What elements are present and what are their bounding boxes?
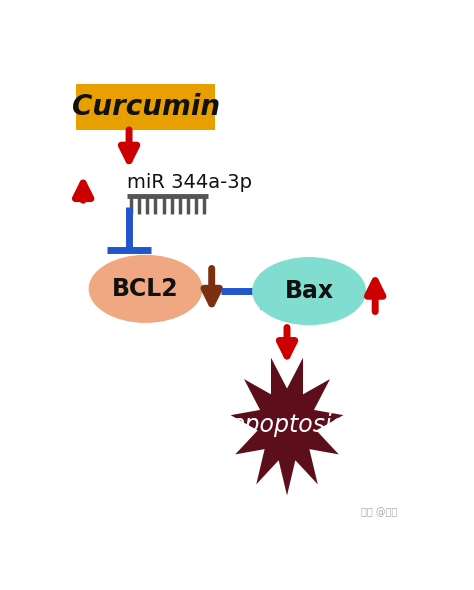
- Polygon shape: [231, 358, 343, 496]
- Text: Bax: Bax: [284, 279, 334, 303]
- Text: miR 344a-3p: miR 344a-3p: [127, 173, 252, 192]
- Ellipse shape: [89, 255, 202, 323]
- Text: Curcumin: Curcumin: [72, 93, 219, 121]
- Text: BCL2: BCL2: [112, 277, 179, 301]
- Ellipse shape: [252, 257, 366, 325]
- Text: apoptosis: apoptosis: [230, 413, 344, 437]
- FancyBboxPatch shape: [76, 84, 215, 130]
- Text: 知乎 @丁哥: 知乎 @丁哥: [361, 507, 397, 517]
